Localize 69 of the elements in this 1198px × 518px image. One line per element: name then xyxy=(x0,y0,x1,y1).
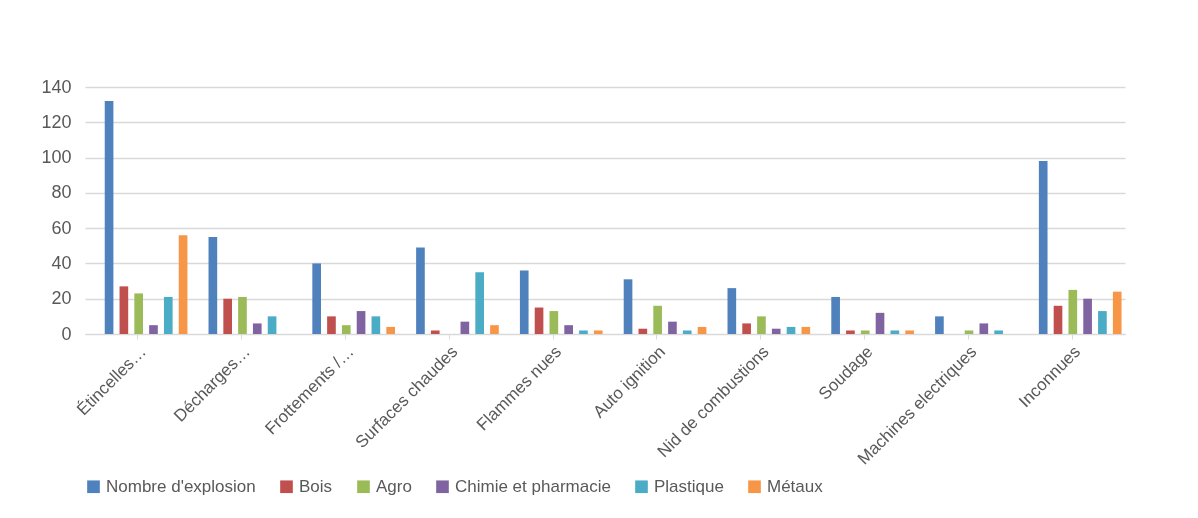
bar xyxy=(1038,161,1048,334)
bar xyxy=(223,298,232,334)
bar xyxy=(178,235,188,334)
bar xyxy=(534,307,544,334)
bar xyxy=(267,316,277,334)
legend-label: Bois xyxy=(299,476,333,496)
y-tick-label: 80 xyxy=(51,182,72,203)
bar xyxy=(327,316,336,334)
bar xyxy=(786,326,796,334)
legend-label: Plastique xyxy=(654,476,724,496)
bar xyxy=(252,323,262,334)
bar xyxy=(149,325,158,334)
bar xyxy=(964,330,974,334)
bar xyxy=(1068,289,1078,334)
bar xyxy=(846,330,855,334)
bar xyxy=(564,325,573,334)
bar xyxy=(416,247,425,334)
bar xyxy=(475,272,484,334)
bar xyxy=(356,311,366,334)
y-tick-label: 120 xyxy=(41,111,72,132)
y-tick-label: 0 xyxy=(61,323,72,344)
bar xyxy=(341,325,351,334)
bar xyxy=(935,316,944,334)
bar xyxy=(875,312,885,334)
legend-label: Nombre d'explosion xyxy=(106,476,256,496)
bar xyxy=(238,296,247,334)
bar xyxy=(682,330,692,334)
bar xyxy=(697,326,707,334)
y-tick-label: 20 xyxy=(51,288,72,309)
bar xyxy=(890,330,900,334)
bar xyxy=(371,316,381,334)
bar xyxy=(979,323,989,334)
bar xyxy=(1053,305,1063,334)
bar xyxy=(742,323,751,334)
bar xyxy=(994,330,1003,334)
bar xyxy=(860,330,870,334)
bar xyxy=(727,288,737,334)
bar xyxy=(430,330,440,334)
bar xyxy=(549,311,559,334)
y-tick-label: 140 xyxy=(41,76,72,97)
legend-label: Métaux xyxy=(767,476,824,496)
legend-label: Chimie et pharmacie xyxy=(455,476,611,496)
bar xyxy=(519,270,529,334)
bar xyxy=(1083,298,1092,334)
y-tick-label: 40 xyxy=(51,252,72,273)
legend-label: Agro xyxy=(376,476,412,496)
bar xyxy=(1098,311,1107,334)
bar xyxy=(771,328,781,334)
bar xyxy=(905,330,914,334)
bar xyxy=(653,305,662,334)
bar xyxy=(579,330,588,334)
bar xyxy=(1112,291,1122,334)
bar xyxy=(208,236,218,334)
bar xyxy=(134,293,143,334)
bar xyxy=(119,286,129,334)
bar xyxy=(668,321,677,334)
bar xyxy=(623,279,633,334)
bar xyxy=(312,263,321,334)
bar xyxy=(460,321,470,334)
bar xyxy=(831,296,840,334)
y-tick-label: 60 xyxy=(51,217,72,238)
bar xyxy=(104,101,114,334)
bar xyxy=(801,326,811,334)
bar xyxy=(163,296,173,334)
bar xyxy=(386,326,395,334)
bar xyxy=(490,325,499,334)
y-tick-label: 100 xyxy=(41,147,72,168)
bar xyxy=(757,316,766,334)
bar xyxy=(593,330,603,334)
